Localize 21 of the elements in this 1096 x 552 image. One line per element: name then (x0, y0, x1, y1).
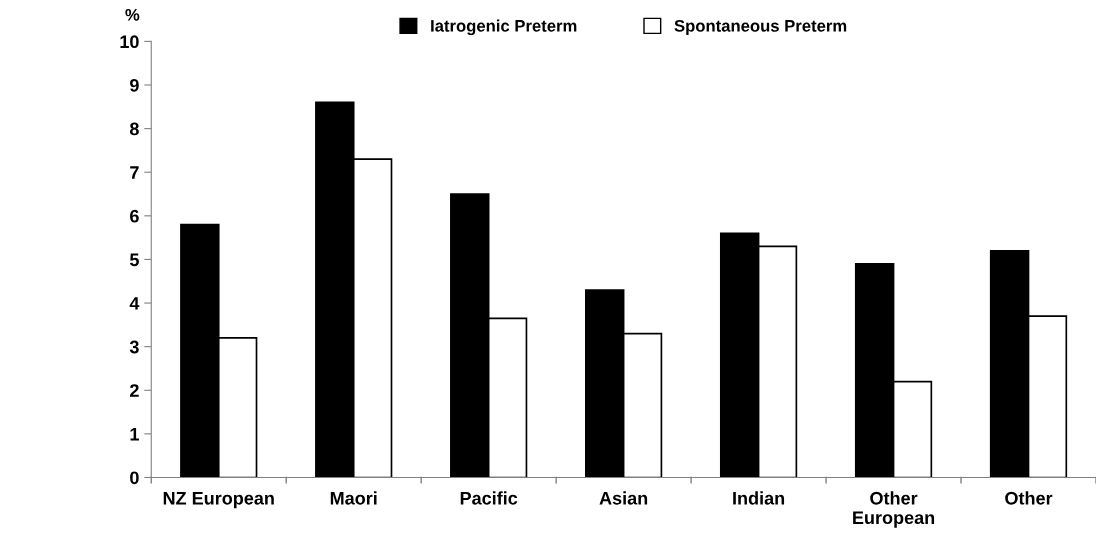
y-tick-label: 7 (130, 166, 139, 179)
y-tick-label: 6 (130, 209, 139, 223)
legend-label: Spontaneous Preterm (674, 19, 847, 36)
x-tick-label: Other European (853, 491, 935, 528)
y-tick-label: 2 (130, 384, 139, 397)
x-tick-label: Asian (599, 491, 648, 505)
y-tick-label: 3 (129, 340, 139, 354)
x-tick-label: Maori (330, 491, 377, 505)
y-tick-label: 8 (129, 122, 139, 136)
y-tick-label: 0 (130, 471, 139, 485)
y-tick-label: 9 (130, 78, 139, 92)
x-tick-label: Other (1005, 491, 1053, 505)
x-tick-label: Pacific (460, 491, 518, 505)
x-tick-label: NZ European (163, 492, 274, 509)
legend-label: Iatrogenic Preterm (431, 19, 577, 36)
y-axis-title: % (125, 8, 140, 21)
y-tick-label: 1 (130, 427, 139, 441)
x-tick-label: Indian (733, 491, 785, 505)
y-tick-label: 4 (129, 297, 140, 310)
y-tick-label: 10 (120, 35, 139, 49)
y-tick-label: 5 (129, 253, 139, 267)
